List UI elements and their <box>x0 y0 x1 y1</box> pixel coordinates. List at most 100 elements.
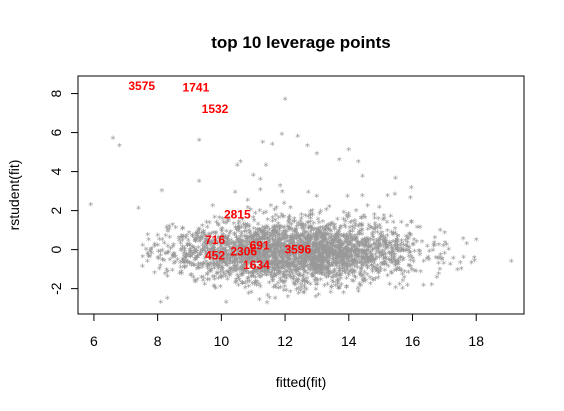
data-point: * <box>180 234 185 245</box>
data-point: * <box>353 243 358 254</box>
data-point: * <box>238 237 243 248</box>
data-point: * <box>230 251 235 262</box>
data-point: * <box>178 246 183 257</box>
data-point: * <box>211 283 216 294</box>
data-point: * <box>290 246 295 257</box>
data-point: * <box>312 254 317 265</box>
data-point: * <box>317 256 322 267</box>
data-point: * <box>306 242 311 253</box>
data-point: * <box>348 219 353 230</box>
data-point: * <box>243 239 248 250</box>
data-point: * <box>361 254 366 265</box>
data-point: * <box>149 250 154 261</box>
data-point: * <box>290 259 295 270</box>
data-point: * <box>328 268 333 279</box>
data-point: * <box>191 249 196 260</box>
data-point: * <box>217 214 222 225</box>
data-point: * <box>149 245 154 256</box>
data-point: * <box>258 227 263 238</box>
data-point: * <box>286 253 291 264</box>
data-point: * <box>200 245 205 256</box>
data-point: * <box>340 261 345 272</box>
data-point: * <box>168 245 173 256</box>
data-point: * <box>193 236 198 247</box>
data-point: * <box>274 266 279 277</box>
data-point: * <box>333 256 338 267</box>
data-point: * <box>334 253 339 264</box>
data-point: * <box>299 252 304 263</box>
data-point: * <box>284 233 289 244</box>
data-point: * <box>382 239 387 250</box>
data-point: * <box>335 260 340 271</box>
data-point: * <box>299 211 304 222</box>
data-point: * <box>350 256 355 267</box>
data-point: * <box>291 259 296 270</box>
data-point: * <box>227 253 232 264</box>
data-point: * <box>342 266 347 277</box>
data-point: * <box>271 277 276 288</box>
data-point: * <box>235 256 240 267</box>
data-point: * <box>269 261 274 272</box>
data-point: * <box>263 267 268 278</box>
data-point: * <box>287 256 292 267</box>
data-point: * <box>301 289 306 300</box>
data-point: * <box>310 207 315 218</box>
data-point: * <box>378 235 383 246</box>
data-point: * <box>287 226 292 237</box>
data-point: * <box>287 215 292 226</box>
data-point: * <box>188 248 193 259</box>
data-point: * <box>341 259 346 270</box>
data-point: * <box>188 252 193 263</box>
data-point: * <box>256 258 261 269</box>
data-point: * <box>320 270 325 281</box>
data-point: * <box>455 266 460 277</box>
data-point: * <box>318 265 323 276</box>
data-point: * <box>451 254 456 265</box>
data-point: * <box>383 251 388 262</box>
data-point: * <box>155 241 160 252</box>
data-point: * <box>248 233 253 244</box>
data-point: * <box>263 245 268 256</box>
data-point: * <box>328 227 333 238</box>
data-point: * <box>330 248 335 259</box>
data-point: * <box>332 221 337 232</box>
data-point: * <box>207 232 212 243</box>
data-point: * <box>294 226 299 237</box>
data-point: * <box>291 276 296 287</box>
data-point: * <box>292 262 297 273</box>
data-point: * <box>239 243 244 254</box>
data-point: * <box>333 251 338 262</box>
data-point: * <box>292 240 297 251</box>
data-point: * <box>404 243 409 254</box>
data-point: * <box>382 249 387 260</box>
data-point: * <box>385 242 390 253</box>
data-point: * <box>341 252 346 263</box>
data-point: * <box>347 253 352 264</box>
data-point: * <box>261 248 266 259</box>
data-point: * <box>339 249 344 260</box>
data-point: * <box>265 264 270 275</box>
data-point: * <box>331 279 336 290</box>
data-point: * <box>399 219 404 230</box>
data-point: * <box>310 242 315 253</box>
data-point: * <box>302 263 307 274</box>
data-point: * <box>195 228 200 239</box>
data-point: * <box>263 232 268 243</box>
data-point: * <box>377 254 382 265</box>
data-point: * <box>261 254 266 265</box>
data-point: * <box>335 277 340 288</box>
data-point: * <box>323 248 328 259</box>
data-point: * <box>361 262 366 273</box>
data-point: * <box>191 273 196 284</box>
data-point: * <box>216 275 221 286</box>
data-point: * <box>380 261 385 272</box>
data-point: * <box>183 259 188 270</box>
data-point: * <box>311 265 316 276</box>
data-point: * <box>308 229 313 240</box>
data-point: * <box>320 254 325 265</box>
data-point: * <box>205 223 210 234</box>
data-point: * <box>300 243 305 254</box>
data-point: * <box>314 237 319 248</box>
x-tick-label: 12 <box>277 333 293 349</box>
data-point: * <box>427 248 432 259</box>
